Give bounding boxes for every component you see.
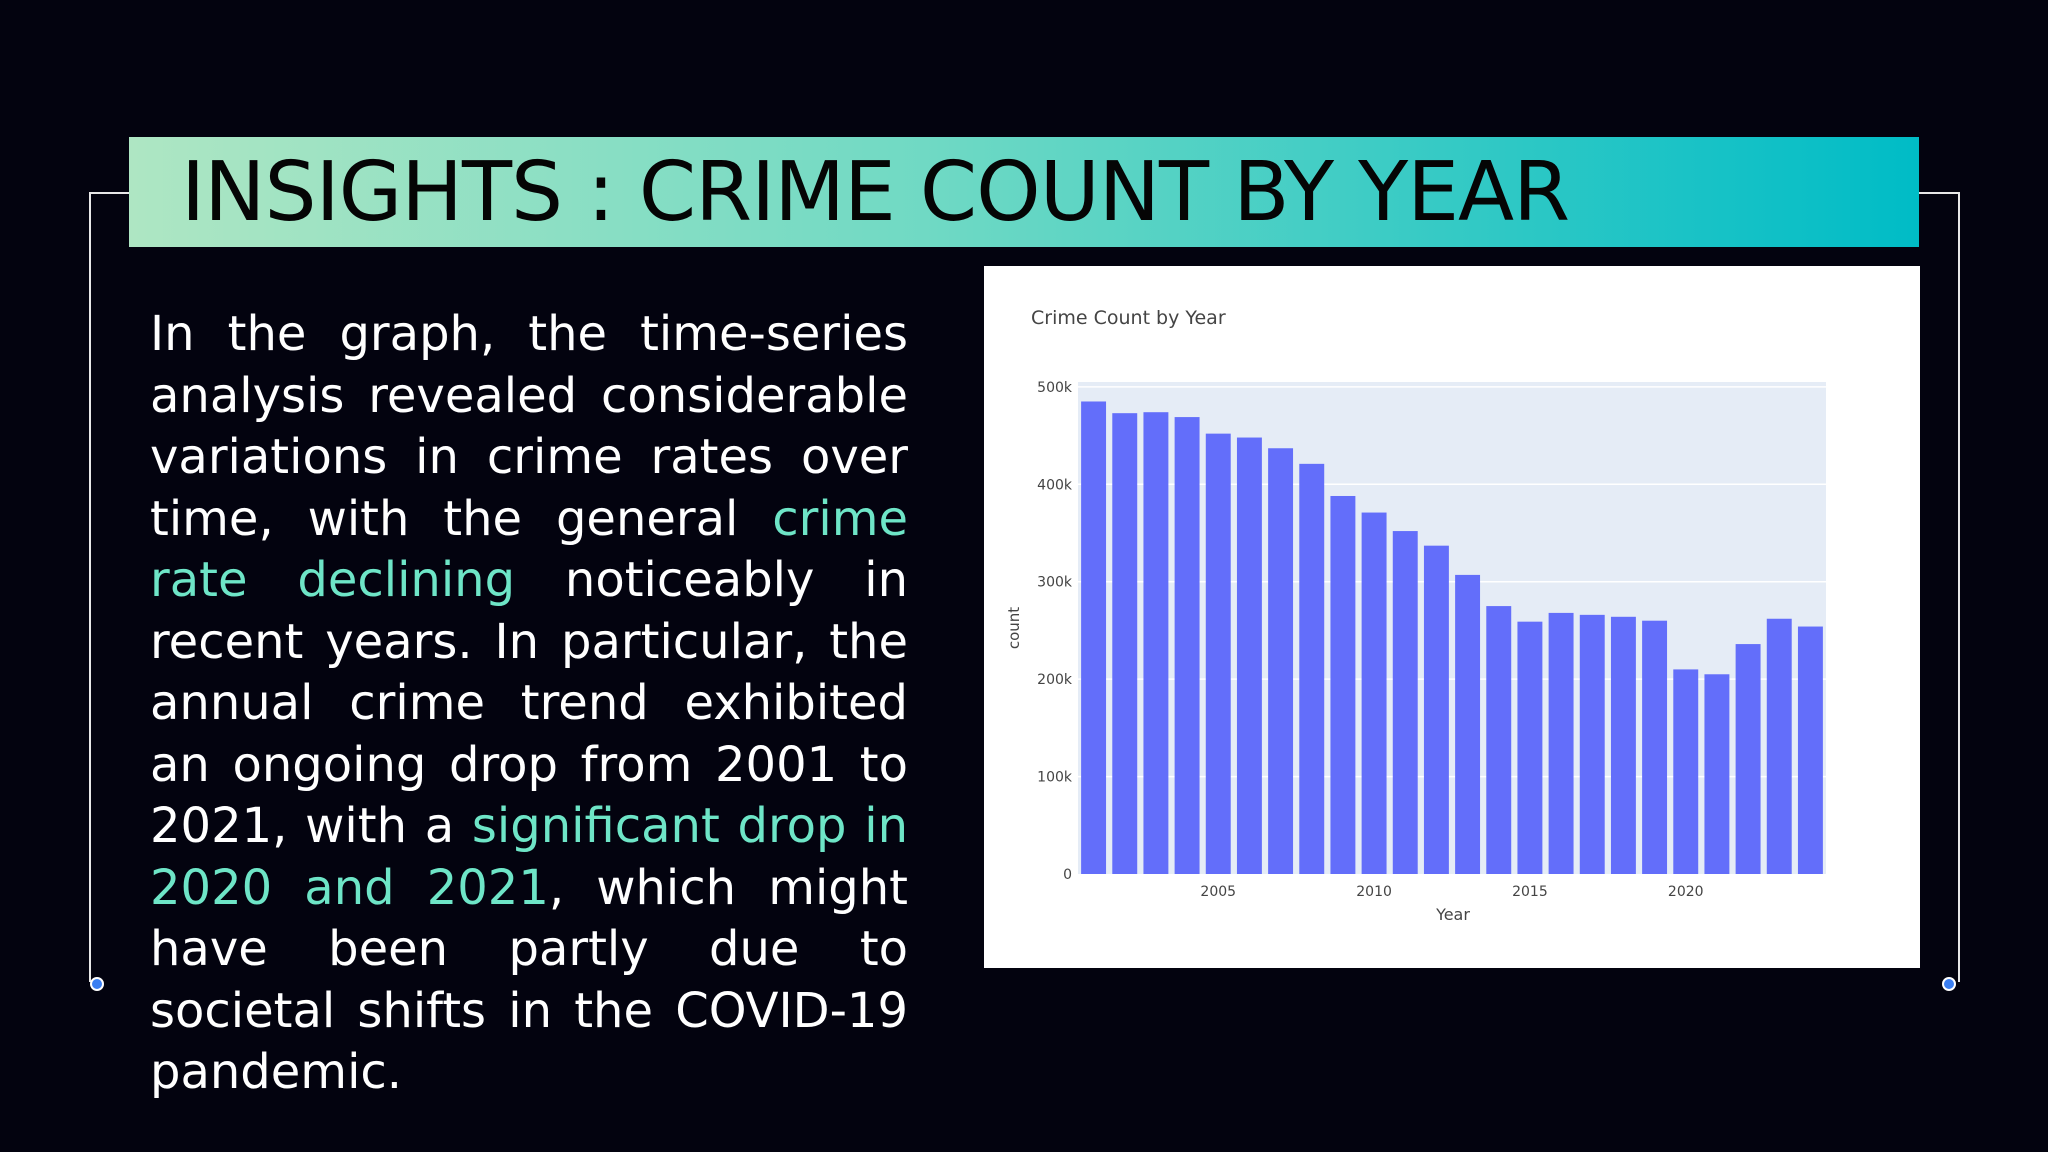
insight-paragraph: In the graph, the time-series analysis r… bbox=[150, 304, 908, 1104]
bar-2004 bbox=[1174, 417, 1200, 874]
paragraph-text-1: In the graph, the time-series analysis r… bbox=[150, 306, 908, 547]
bar-2002 bbox=[1112, 413, 1138, 874]
bar-2014 bbox=[1486, 606, 1512, 874]
bar-2012 bbox=[1423, 545, 1449, 874]
title-bar: INSIGHTS : CRIME COUNT BY YEAR bbox=[129, 137, 1919, 247]
bar-2003 bbox=[1143, 412, 1169, 874]
y-tick-label: 400k bbox=[1037, 477, 1073, 493]
frame-right-dot bbox=[1942, 977, 1956, 991]
bar-2001 bbox=[1081, 401, 1107, 874]
paragraph-text-3: , which might have been partly due to so… bbox=[150, 859, 908, 1101]
y-tick-label: 500k bbox=[1037, 380, 1073, 396]
frame-left-vertical bbox=[89, 192, 91, 982]
chart-title: Crime Count by Year bbox=[1031, 307, 1226, 329]
highlight-crime-rate-declining: crime rate declining bbox=[150, 490, 908, 609]
frame-right-top-stub bbox=[1919, 192, 1959, 194]
bar-2021 bbox=[1704, 674, 1730, 874]
bar-2018 bbox=[1610, 616, 1636, 874]
bar-2010 bbox=[1361, 512, 1387, 874]
bar-2005 bbox=[1205, 433, 1231, 874]
y-axis-label: count bbox=[1005, 607, 1023, 649]
paragraph-text-2: noticeably in recent years. In particula… bbox=[150, 552, 909, 854]
x-tick-label: 2005 bbox=[1200, 884, 1236, 900]
bar-2006 bbox=[1236, 437, 1262, 874]
crime-count-bar-chart: Crime Count by Year 0 100k 200k 300k 400k 500… bbox=[1005, 307, 1826, 924]
y-tick-label: 100k bbox=[1037, 770, 1073, 786]
x-tick-label: 2010 bbox=[1356, 884, 1392, 900]
gridlines bbox=[1078, 386, 1826, 778]
bar-2016 bbox=[1548, 612, 1574, 874]
bar-2008 bbox=[1299, 463, 1325, 874]
x-tick-label: 2015 bbox=[1512, 884, 1548, 900]
x-axis-ticks: 2005 2010 2015 2020 bbox=[1200, 884, 1703, 900]
bar-2023 bbox=[1766, 618, 1792, 874]
bars bbox=[1081, 401, 1823, 874]
bar-2007 bbox=[1268, 448, 1294, 874]
chart-card: Crime Count by Year 0 100k 200k 300k 400k 500… bbox=[984, 266, 1920, 968]
frame-left-dot bbox=[90, 977, 104, 991]
bar-2017 bbox=[1579, 614, 1605, 874]
bar-2019 bbox=[1642, 620, 1668, 874]
plot-background bbox=[1078, 382, 1826, 874]
slide-title: INSIGHTS : CRIME COUNT BY YEAR bbox=[181, 144, 1570, 240]
y-axis-ticks: 0 100k 200k 300k 400k 500k bbox=[1037, 380, 1073, 883]
highlight-significant-drop: significant drop in 2020 and 2021 bbox=[150, 798, 909, 916]
bar-2024 bbox=[1797, 626, 1823, 874]
bar-2011 bbox=[1392, 531, 1418, 874]
bar-2013 bbox=[1455, 574, 1481, 874]
y-tick-label: 300k bbox=[1037, 575, 1073, 591]
bar-2022 bbox=[1735, 644, 1761, 874]
y-tick-label: 0 bbox=[1063, 867, 1072, 883]
x-tick-label: 2020 bbox=[1668, 884, 1704, 900]
frame-right-vertical bbox=[1958, 192, 1960, 982]
bar-2015 bbox=[1517, 621, 1543, 874]
bar-2009 bbox=[1330, 495, 1356, 874]
frame-left-top-stub bbox=[89, 192, 129, 194]
bar-2020 bbox=[1673, 669, 1699, 874]
y-tick-label: 200k bbox=[1037, 672, 1073, 688]
x-axis-label: Year bbox=[1435, 905, 1470, 924]
